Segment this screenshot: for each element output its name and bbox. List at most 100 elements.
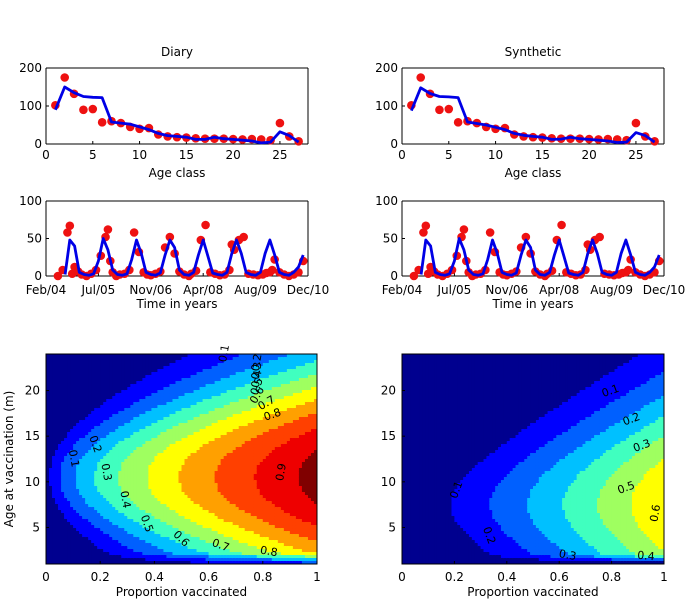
contour-cell — [214, 462, 219, 466]
contour-cell — [91, 378, 95, 382]
contour-cell — [130, 432, 134, 436]
contour-cell — [178, 420, 183, 424]
contour-cell — [64, 471, 68, 475]
contour-cell — [142, 498, 146, 502]
contour-cell — [58, 462, 62, 466]
contour-cell — [196, 459, 201, 463]
contour-cell — [241, 504, 246, 508]
contour-cell — [193, 558, 198, 562]
contour-cell — [94, 537, 98, 541]
contour-cell — [79, 435, 83, 439]
contour-cell — [127, 402, 131, 406]
contour-cell — [193, 483, 198, 487]
contour-cell — [52, 408, 56, 412]
contour-cell — [178, 393, 183, 397]
contour-cell — [127, 465, 131, 469]
contour-cell — [85, 546, 89, 550]
contour-cell — [211, 552, 216, 556]
contour-cell — [211, 375, 216, 379]
contour-cell — [106, 504, 110, 508]
x-tick-label: 5 — [445, 148, 453, 162]
contour-cell — [178, 438, 183, 442]
contour-cell — [166, 363, 171, 367]
contour-cell — [79, 474, 83, 478]
contour-cell — [133, 441, 137, 445]
contour-cell — [112, 522, 116, 526]
contour-cell — [133, 411, 137, 415]
contour-cell — [214, 426, 219, 430]
contour-cell — [202, 372, 207, 376]
contour-cell — [172, 435, 177, 439]
contour-cell — [193, 498, 198, 502]
contour-cell — [154, 372, 159, 376]
contour-cell — [94, 426, 98, 430]
contour-cell — [67, 510, 71, 514]
contour-cell — [226, 492, 231, 496]
contour-cell — [49, 402, 53, 406]
contour-cell — [64, 441, 68, 445]
contour-cell — [205, 393, 210, 397]
contour-cell — [124, 369, 128, 373]
contour-cell — [136, 474, 140, 478]
contour-cell — [121, 507, 125, 511]
contour-cell — [226, 405, 231, 409]
contour-cell — [121, 555, 125, 559]
contour-cell — [127, 537, 131, 541]
contour-cell — [220, 384, 225, 388]
contour-cell — [172, 537, 177, 541]
contour-cell — [151, 492, 155, 496]
contour-cell — [151, 393, 155, 397]
contour-cell — [238, 444, 243, 448]
contour-cell — [136, 369, 140, 373]
contour-cell — [238, 558, 243, 562]
contour-cell — [49, 555, 53, 559]
contour-cell — [52, 372, 56, 376]
contour-cell — [79, 399, 83, 403]
contour-cell — [247, 426, 252, 430]
contour-cell — [139, 459, 143, 463]
contour-cell — [58, 531, 62, 535]
contour-cell — [223, 420, 228, 424]
contour-cell — [238, 465, 243, 469]
contour-cell — [178, 525, 183, 529]
contour-cell — [58, 558, 62, 562]
contour-cell — [127, 429, 131, 433]
contour-cell — [199, 375, 204, 379]
contour-cell — [112, 357, 116, 361]
contour-cell — [61, 504, 65, 508]
contour-cell — [187, 396, 192, 400]
contour-cell — [67, 501, 71, 505]
contour-cell — [187, 456, 192, 460]
contour-cell — [226, 390, 231, 394]
contour-cell — [169, 549, 174, 553]
contour-cell — [139, 462, 143, 466]
contour-cell — [70, 387, 74, 391]
contour-cell — [85, 396, 89, 400]
data-point — [239, 232, 248, 242]
contour-cell — [238, 375, 243, 379]
contour-cell — [160, 486, 165, 490]
contour-cell — [61, 420, 65, 424]
contour-cell — [88, 438, 92, 442]
contour-cell — [220, 438, 225, 442]
contour-cell — [79, 483, 83, 487]
contour-cell — [217, 438, 222, 442]
contour-cell — [64, 429, 68, 433]
contour-cell — [163, 438, 168, 442]
contour-cell — [127, 510, 131, 514]
contour-cell — [235, 531, 240, 535]
contour-cell — [190, 369, 195, 373]
contour-cell — [244, 489, 249, 493]
contour-cell — [109, 555, 113, 559]
contour-cell — [88, 516, 92, 520]
contour-cell — [52, 390, 56, 394]
contour-cell — [220, 378, 225, 382]
contour-cell — [52, 387, 56, 391]
contour-cell — [79, 534, 83, 538]
contour-cell — [70, 519, 74, 523]
contour-cell — [82, 426, 86, 430]
contour-cell — [127, 504, 131, 508]
contour-cell — [76, 435, 80, 439]
contour-cell — [106, 543, 110, 547]
contour-cell — [52, 522, 56, 526]
